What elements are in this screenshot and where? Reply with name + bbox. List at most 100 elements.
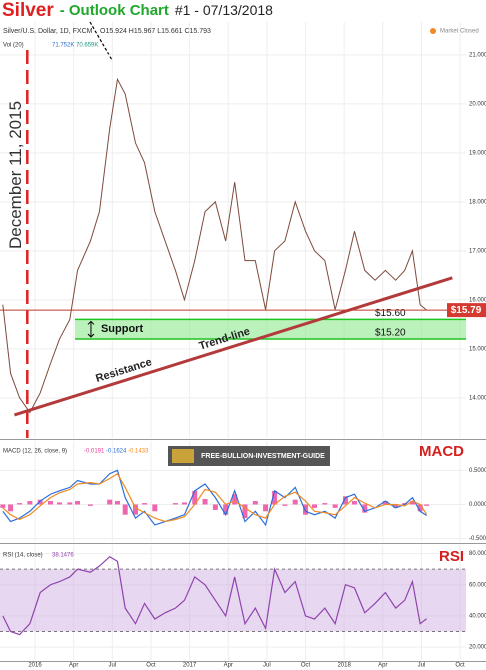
histogram-bar (263, 504, 269, 512)
histogram-bar (192, 490, 198, 505)
support-value-label: $15.60 (375, 308, 406, 319)
support-arrow (87, 320, 95, 338)
rsi-line (2, 555, 427, 636)
logo-text: FREE-BULLION-INVESTMENT-GUIDE (201, 453, 325, 460)
histogram-bar (322, 503, 328, 505)
title-part: - Outlook Chart (60, 2, 169, 19)
legend-value: -0.0191 (84, 449, 105, 455)
histogram-bar (152, 504, 158, 512)
histogram-bar (424, 504, 430, 506)
x-tick-label: 2017 (183, 663, 197, 669)
y-tick-label: 20.000 (469, 101, 486, 107)
chart-title: Silver - Outlook Chart #1 - 07/13/2018 (2, 0, 273, 21)
histogram-bar (332, 504, 338, 508)
pointer-line (89, 21, 113, 61)
histogram-bar (67, 502, 73, 505)
histogram-bar (409, 501, 415, 505)
histogram-bar (351, 501, 357, 505)
panel-legend: MACD (12, 26, close, 9) (3, 449, 67, 455)
histogram-bar (172, 503, 178, 505)
macd-line (2, 469, 427, 527)
panel-label: RSI (439, 548, 464, 565)
histogram-bar (393, 504, 399, 508)
market-status: Market Closed (440, 29, 479, 35)
volume-value: 71.752K (52, 43, 74, 49)
histogram-bar (114, 501, 120, 505)
histogram-bar (303, 504, 309, 515)
rsi-band (0, 569, 466, 632)
support-band (74, 319, 467, 340)
histogram-bar (8, 504, 14, 512)
x-tick-label: Oct (301, 663, 311, 669)
histogram-bar (47, 501, 53, 505)
logo-icon (172, 449, 194, 463)
histogram-bar (312, 504, 318, 508)
x-tick-label: Jul (108, 663, 116, 669)
panel-legend: RSI (14, close) (3, 553, 43, 559)
y-tick-label: 60.0000 (469, 582, 486, 588)
y-tick-label: 21.000 (469, 52, 486, 58)
histogram-bar (417, 504, 423, 512)
trend-line (13, 276, 453, 417)
y-tick-label: 0.5000 (469, 468, 486, 474)
histogram-bar (252, 501, 258, 505)
symbol: Silver/U.S. Dollar, 1D, FXCM (3, 28, 93, 35)
y-tick-label: -0.5000 (469, 536, 486, 542)
title-part: Silver (2, 0, 54, 21)
histogram-bar (202, 499, 208, 505)
x-tick-label: Apr (69, 663, 78, 669)
y-tick-label: 80.0000 (469, 551, 486, 557)
support-label: Support (101, 323, 143, 335)
support-value-label: $15.20 (375, 328, 406, 339)
histogram-bar (342, 496, 348, 505)
last-price-box (447, 303, 486, 318)
price-line (2, 77, 427, 414)
ohlc: O15.924 H15.967 L15.661 C15.793 (100, 28, 211, 35)
histogram-bar (57, 502, 63, 505)
histogram-bar (27, 501, 33, 505)
logo-box (168, 446, 330, 466)
legend-value: 38.1476 (52, 553, 74, 559)
histogram-bar (362, 504, 368, 513)
y-tick-label: 16.000 (469, 297, 486, 303)
histogram-bar (282, 504, 288, 506)
y-tick-label: 19.000 (469, 150, 486, 156)
y-tick-label: 14.000 (469, 395, 486, 401)
histogram-bar (382, 501, 388, 505)
histogram-bar (132, 504, 138, 515)
histogram-bar (223, 504, 229, 515)
histogram-bar (17, 503, 23, 505)
histogram-bar (292, 499, 298, 505)
histogram-bar (272, 490, 278, 505)
histogram-bar (0, 504, 6, 508)
volume-value: 70.659K (76, 43, 98, 49)
y-tick-label: 0.0000 (469, 502, 486, 508)
x-tick-label: Jul (263, 663, 271, 669)
x-tick-label: Oct (146, 663, 156, 669)
histogram-bar (242, 504, 248, 519)
histogram-bar (37, 499, 43, 505)
panel-label: MACD (419, 443, 464, 460)
y-tick-label: 18.000 (469, 199, 486, 205)
y-tick-label: 20.0000 (469, 645, 486, 651)
status-icon (430, 28, 436, 34)
x-tick-label: Apr (224, 663, 233, 669)
histogram-bar (107, 499, 113, 505)
macd-line (2, 472, 428, 523)
legend-value: -0.1433 (128, 449, 149, 455)
histogram-bar (232, 494, 238, 505)
histogram-bar (212, 504, 218, 510)
event-label: December 11, 2015 (6, 101, 25, 249)
x-tick-label: Apr (378, 663, 387, 669)
legend-value: -0.1624 (106, 449, 127, 455)
x-tick-label: 2018 (337, 663, 351, 669)
y-tick-label: 17.000 (469, 248, 486, 254)
last-price-label: $15.79 (451, 305, 482, 316)
x-tick-label: Oct (455, 663, 465, 669)
y-tick-label: 40.0000 (469, 613, 486, 619)
volume-label: Vol (20) (3, 43, 24, 49)
y-tick-label: 15.000 (469, 346, 486, 352)
histogram-bar (87, 504, 93, 506)
title-part: #1 - 07/13/2018 (175, 2, 273, 18)
